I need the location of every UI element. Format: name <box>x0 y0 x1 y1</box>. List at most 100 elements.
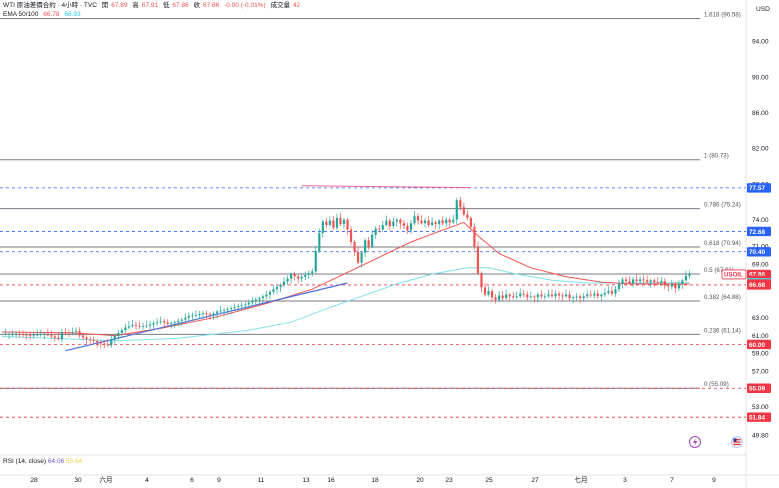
candle-body[interactable] <box>113 336 116 340</box>
candle-body[interactable] <box>610 291 614 294</box>
candle-body[interactable] <box>621 279 624 284</box>
candle-body[interactable] <box>480 273 483 288</box>
candle-body[interactable] <box>522 293 525 295</box>
candle-body[interactable] <box>71 332 74 333</box>
candle-body[interactable] <box>533 296 536 298</box>
candle-body[interactable] <box>589 294 592 296</box>
candle-body[interactable] <box>501 295 504 299</box>
candle-body[interactable] <box>85 337 88 340</box>
candle-body[interactable] <box>448 219 451 223</box>
candle-body[interactable] <box>663 281 666 286</box>
candle-body[interactable] <box>684 275 688 281</box>
candle-body[interactable] <box>642 279 645 281</box>
candle-body[interactable] <box>99 342 102 344</box>
candle-body[interactable] <box>628 281 631 283</box>
candle-body[interactable] <box>201 313 205 315</box>
candle-body[interactable] <box>550 294 554 297</box>
resistance-line[interactable] <box>301 185 471 189</box>
candle-body[interactable] <box>11 333 14 335</box>
candle-body[interactable] <box>498 295 501 300</box>
candle-body[interactable] <box>431 222 434 226</box>
candle-body[interactable] <box>462 207 465 215</box>
candle-body[interactable] <box>536 294 539 298</box>
candle-body[interactable] <box>505 294 508 299</box>
candle-body[interactable] <box>483 287 487 295</box>
candle-body[interactable] <box>459 200 462 208</box>
candle-body[interactable] <box>244 304 247 306</box>
flag-icon[interactable] <box>731 436 743 448</box>
candle-body[interactable] <box>36 334 39 336</box>
candle-body[interactable] <box>364 240 367 253</box>
candle-body[interactable] <box>667 285 670 287</box>
candle-body[interactable] <box>631 279 635 283</box>
candle-body[interactable] <box>568 294 571 299</box>
candle-body[interactable] <box>173 322 176 324</box>
candle-body[interactable] <box>314 250 317 272</box>
candle-body[interactable] <box>103 343 106 345</box>
candle-body[interactable] <box>582 296 585 299</box>
candle-body[interactable] <box>251 300 254 303</box>
candle-body[interactable] <box>423 220 427 224</box>
candle-body[interactable] <box>385 220 388 226</box>
candle-body[interactable] <box>515 296 518 298</box>
candle-body[interactable] <box>50 335 53 337</box>
candle-body[interactable] <box>25 334 28 336</box>
candle-body[interactable] <box>208 314 212 316</box>
candle-body[interactable] <box>688 274 691 276</box>
candle-body[interactable] <box>223 309 226 311</box>
candle-body[interactable] <box>279 284 282 287</box>
candle-body[interactable] <box>187 315 190 318</box>
candle-body[interactable] <box>547 294 550 297</box>
candle-body[interactable] <box>346 219 349 230</box>
candle-body[interactable] <box>557 293 561 296</box>
candle-body[interactable] <box>392 221 395 226</box>
candle-body[interactable] <box>406 225 409 231</box>
candle-body[interactable] <box>378 228 381 230</box>
candle-body[interactable] <box>110 339 113 346</box>
candle-body[interactable] <box>593 293 596 296</box>
ema100-line[interactable] <box>1 267 690 342</box>
candle-body[interactable] <box>607 291 610 293</box>
candle-body[interactable] <box>452 219 455 223</box>
candle-body[interactable] <box>289 274 293 279</box>
candle-body[interactable] <box>219 310 222 312</box>
candle-body[interactable] <box>194 315 197 316</box>
candle-body[interactable] <box>512 296 515 298</box>
candle-body[interactable] <box>230 307 233 309</box>
candle-body[interactable] <box>635 279 638 282</box>
candle-body[interactable] <box>579 296 582 299</box>
candle-body[interactable] <box>81 335 85 338</box>
candle-body[interactable] <box>564 294 568 297</box>
candle-body[interactable] <box>247 302 250 305</box>
candle-body[interactable] <box>74 331 78 332</box>
candle-body[interactable] <box>332 220 335 228</box>
candle-body[interactable] <box>656 282 659 283</box>
candle-body[interactable] <box>543 296 547 298</box>
price-badge[interactable] <box>747 183 771 193</box>
candle-body[interactable] <box>445 219 448 224</box>
candle-body[interactable] <box>205 313 208 315</box>
candle-body[interactable] <box>307 273 310 275</box>
candle-body[interactable] <box>311 271 314 274</box>
candle-body[interactable] <box>184 317 187 320</box>
candle-body[interactable] <box>22 334 25 336</box>
price-badge[interactable] <box>747 383 771 393</box>
candle-body[interactable] <box>455 200 458 220</box>
candle-body[interactable] <box>476 246 480 274</box>
candle-body[interactable] <box>624 279 628 282</box>
candle-body[interactable] <box>268 291 272 295</box>
candle-body[interactable] <box>328 220 331 226</box>
candle-body[interactable] <box>46 333 49 336</box>
ema-legend[interactable]: EMA 50/100 66.78 66.93 <box>3 11 84 19</box>
candle-body[interactable] <box>395 219 398 222</box>
candle-body[interactable] <box>441 220 444 224</box>
candle-body[interactable] <box>166 322 169 324</box>
candle-body[interactable] <box>170 323 173 324</box>
candle-body[interactable] <box>596 293 599 297</box>
candle-body[interactable] <box>653 280 656 283</box>
candle-body[interactable] <box>39 334 42 336</box>
candle-body[interactable] <box>402 223 406 226</box>
candle-body[interactable] <box>367 240 370 247</box>
candle-body[interactable] <box>297 276 300 279</box>
